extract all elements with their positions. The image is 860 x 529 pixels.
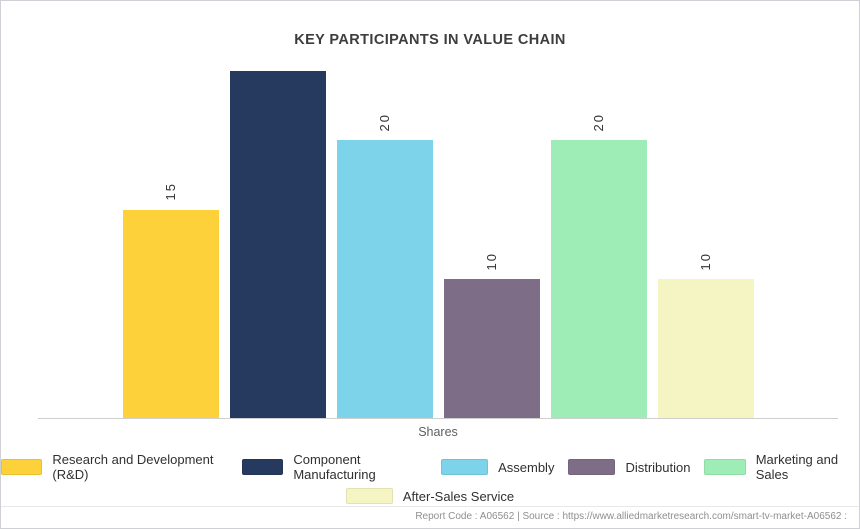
legend: Research and Development (R&D) Component …: [1, 452, 859, 504]
bar-group: 25: [229, 71, 326, 418]
bar-value-label: 20: [591, 112, 606, 132]
bar-after-sales-service[interactable]: [657, 279, 754, 418]
legend-swatch: [568, 459, 616, 475]
plot-area: 15 25 20 10 20 10: [38, 71, 838, 419]
legend-swatch: [1, 459, 43, 475]
legend-item-distribution[interactable]: Distribution: [568, 459, 690, 475]
legend-label: Component Manufacturing: [293, 452, 376, 482]
legend-item-after-sales-service[interactable]: After-Sales Service: [345, 488, 515, 504]
legend-label: Research and Development (R&D): [52, 452, 214, 482]
legend-swatch: [704, 459, 746, 475]
bars-row: 15 25 20 10 20 10: [38, 71, 838, 418]
bar-value-label: 10: [698, 251, 713, 271]
footer-divider: [1, 506, 859, 507]
footer-source-text: Report Code : A06562 | Source : https://…: [415, 511, 847, 522]
bar-value-label: 20: [377, 112, 392, 132]
bar-assembly[interactable]: [336, 140, 433, 418]
bar-research-and-development-r-d[interactable]: [122, 209, 219, 418]
bar-group: 15: [122, 71, 219, 418]
chart-title: KEY PARTICIPANTS IN VALUE CHAIN: [294, 32, 566, 48]
bar-component-manufacturing[interactable]: [229, 71, 326, 418]
legend-label: Distribution: [625, 459, 691, 475]
legend-label: Assembly: [498, 459, 555, 475]
legend-label: After-Sales Service: [402, 488, 515, 504]
legend-item-marketing-and-sales[interactable]: Marketing and Sales: [704, 452, 859, 482]
bar-distribution[interactable]: [443, 279, 540, 418]
legend-item-assembly[interactable]: Assembly: [441, 459, 554, 475]
bar-value-label: 15: [163, 182, 178, 201]
legend-swatch: [441, 459, 489, 475]
legend-swatch: [345, 488, 393, 504]
bar-group: 20: [336, 71, 433, 418]
legend-label: Marketing and Sales: [755, 452, 839, 482]
legend-item-component-manufacturing[interactable]: Component Manufacturing: [242, 452, 427, 482]
x-axis-label: Shares: [418, 425, 458, 439]
legend-item-research-and-development-r-d[interactable]: Research and Development (R&D): [1, 452, 228, 482]
legend-row: Research and Development (R&D) Component …: [1, 452, 859, 482]
legend-swatch: [242, 459, 284, 475]
legend-row: After-Sales Service: [1, 488, 859, 504]
bar-value-label: 10: [484, 251, 499, 271]
bar-group: 20: [550, 71, 647, 418]
bar-group: 10: [443, 71, 540, 418]
bar-group: 10: [657, 71, 754, 418]
bar-marketing-and-sales[interactable]: [550, 140, 647, 418]
